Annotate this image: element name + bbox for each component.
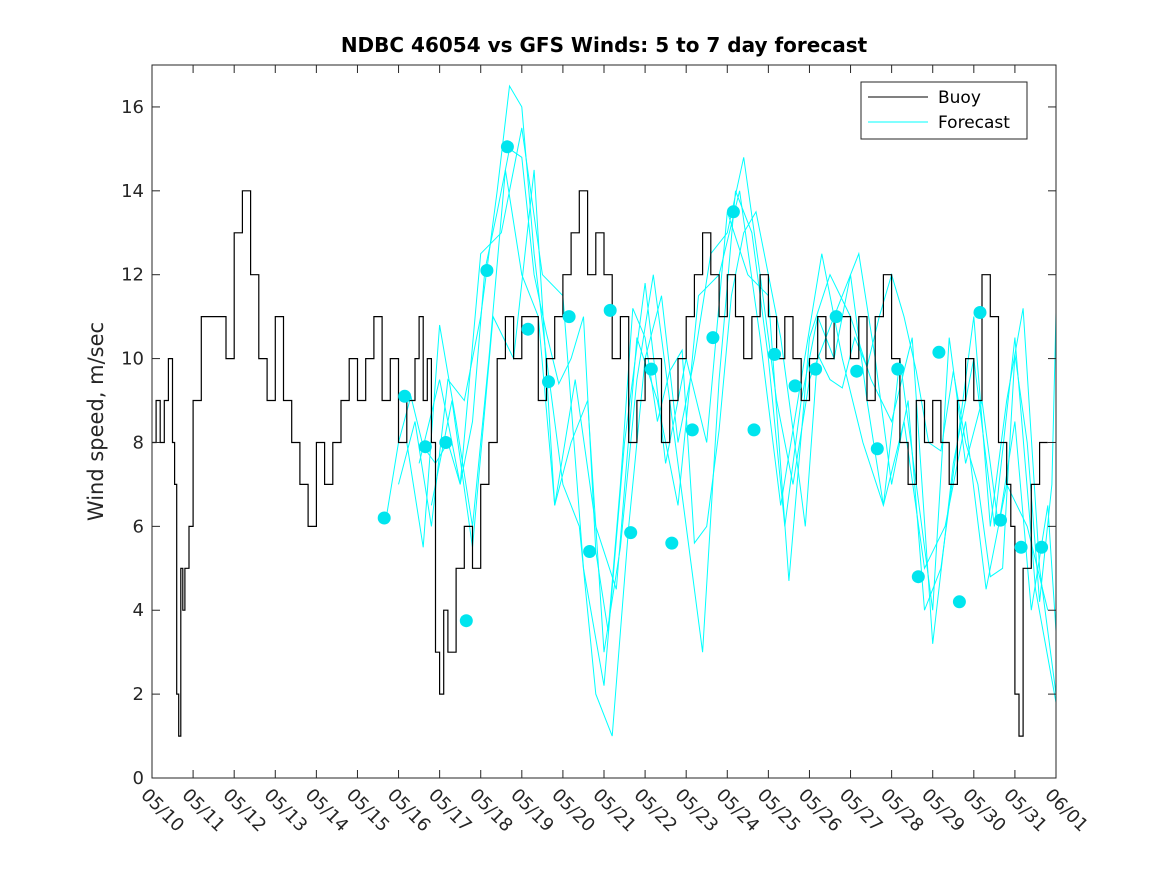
legend-box	[860, 81, 1028, 140]
x-tick-label: 05/12	[219, 785, 271, 837]
y-tick-label: 8	[133, 432, 144, 453]
forecast-marker-point	[850, 364, 864, 378]
x-tick-label: 05/29	[917, 785, 969, 837]
x-tick-label: 05/11	[178, 785, 230, 837]
x-tick-label: 05/15	[342, 785, 394, 837]
x-tick-label: 05/23	[671, 785, 723, 837]
forecast-marker-point	[788, 379, 802, 393]
y-axis-label: Wind speed, m/sec	[84, 322, 108, 521]
x-tick-label: 05/13	[260, 785, 312, 837]
forecast-series-line	[385, 148, 1057, 632]
forecast-marker-point	[1014, 540, 1028, 554]
y-tick-label: 0	[133, 768, 144, 789]
forecast-marker-point	[377, 511, 391, 525]
x-tick-label: 05/24	[712, 785, 764, 837]
y-tick-label: 6	[133, 516, 144, 537]
forecast-marker-point	[911, 570, 925, 584]
forecast-marker-point	[500, 140, 514, 154]
forecast-marker-point	[603, 303, 617, 317]
forecast-marker-point	[583, 545, 597, 558]
x-tick-label: 05/21	[588, 785, 640, 837]
forecast-marker-point	[994, 513, 1007, 527]
forecast-marker-point	[624, 526, 638, 540]
x-tick-label: 05/26	[794, 785, 846, 837]
legend: Buoy Forecast	[860, 81, 1028, 140]
forecast-marker-point	[891, 362, 905, 376]
forecast-marker-point	[480, 264, 494, 277]
x-tick-label: 05/31	[999, 785, 1051, 837]
forecast-marker-point	[685, 423, 699, 437]
forecast-marker-point	[562, 310, 576, 324]
x-tick-label: 05/18	[465, 785, 517, 837]
forecast-marker-point	[932, 345, 946, 359]
forecast-marker-point	[829, 310, 843, 324]
x-tick-label: 05/27	[835, 785, 887, 837]
forecast-series-line	[430, 169, 1049, 611]
y-axis: 0 2 4 6 8 10 12 14 16	[121, 97, 1056, 789]
forecast-marker-point	[726, 205, 740, 219]
x-tick-label: 05/19	[506, 785, 558, 837]
forecast-series-line	[418, 127, 1057, 703]
y-tick-label: 4	[133, 600, 144, 621]
legend-label-buoy: Buoy	[938, 88, 981, 108]
chart-title: NDBC 46054 vs GFS Winds: 5 to 7 day fore…	[341, 33, 868, 57]
forecast-marker-point	[459, 614, 473, 628]
forecast-marker-point	[973, 306, 987, 319]
y-tick-label: 16	[121, 97, 144, 118]
y-tick-label: 10	[121, 349, 144, 370]
series-layer	[152, 84, 1057, 737]
forecast-marker-point	[542, 375, 555, 389]
forecast-marker-point	[644, 362, 658, 376]
forecast-marker-point	[439, 436, 453, 449]
forecast-marker-point	[665, 536, 679, 550]
forecast-series-line	[406, 169, 1057, 653]
y-tick-label: 14	[121, 181, 144, 202]
x-tick-label: 06/01	[1040, 785, 1092, 837]
x-tick-label: 05/30	[958, 785, 1010, 837]
y-tick-label: 2	[133, 684, 144, 705]
forecast-marker-point	[768, 347, 781, 361]
x-tick-label: 05/28	[876, 785, 928, 837]
forecast-marker-point	[952, 595, 966, 609]
forecast-marker-point	[521, 322, 535, 336]
x-tick-label: 05/14	[301, 785, 353, 837]
plot-area	[152, 65, 1056, 778]
forecast-marker-point	[809, 362, 823, 376]
x-tick-label: 05/10	[136, 785, 188, 837]
forecast-marker-point	[870, 442, 884, 456]
y-tick-label: 12	[121, 265, 144, 286]
legend-label-forecast: Forecast	[938, 113, 1010, 133]
forecast-marker-point	[747, 423, 761, 437]
x-tick-label: 05/16	[383, 785, 435, 837]
x-tick-label: 05/20	[547, 785, 599, 837]
forecast-marker-point	[418, 440, 432, 454]
x-tick-label: 05/25	[753, 785, 805, 837]
x-tick-label: 05/17	[424, 785, 476, 837]
forecast-marker-point	[706, 331, 720, 345]
forecast-marker-point	[398, 389, 412, 403]
forecast-marker-point	[1035, 540, 1049, 554]
x-tick-label: 05/22	[630, 785, 682, 837]
